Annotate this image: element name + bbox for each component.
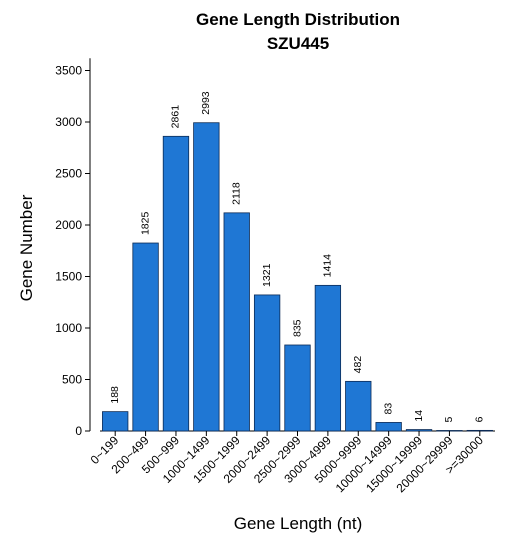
y-tick-label: 3500 <box>55 64 82 78</box>
bar <box>284 344 311 432</box>
y-tick-label: 3000 <box>55 115 82 129</box>
data-label: 482 <box>352 356 364 374</box>
data-label: 2861 <box>170 105 182 129</box>
data-label: 5 <box>443 416 455 422</box>
data-label: 1825 <box>139 212 151 236</box>
y-tick-label: 2000 <box>55 218 82 232</box>
data-label: 2993 <box>200 91 212 115</box>
bar <box>253 294 281 432</box>
y-tick-label: 1500 <box>55 270 82 284</box>
bar <box>466 429 493 432</box>
data-label: 2118 <box>231 182 243 205</box>
data-label: 6 <box>474 416 486 422</box>
data-label: 1321 <box>261 263 273 287</box>
chart-subtitle: SZU445 <box>267 34 329 53</box>
bar <box>375 422 402 432</box>
bar <box>436 430 463 432</box>
y-tick-label: 500 <box>62 373 82 387</box>
bar <box>132 242 159 432</box>
data-label: 188 <box>109 386 121 404</box>
plot-area: 05001000150020002500300035001880~1991825… <box>55 58 495 495</box>
bar <box>345 380 372 432</box>
y-tick-label: 1000 <box>55 321 82 335</box>
bar <box>162 135 190 432</box>
data-label: 83 <box>382 403 394 415</box>
y-tick-label: 0 <box>75 424 82 438</box>
y-axis-label: Gene Number <box>17 194 36 301</box>
chart-title: Gene Length Distribution <box>196 10 400 29</box>
bar <box>405 429 433 432</box>
data-label: 14 <box>413 410 425 422</box>
bar <box>314 284 342 432</box>
bar <box>193 122 220 432</box>
y-tick-label: 2500 <box>55 167 82 181</box>
bar <box>223 212 250 432</box>
data-label: 835 <box>291 319 303 337</box>
x-axis-label: Gene Length (nt) <box>234 514 363 533</box>
bar <box>102 411 129 432</box>
data-label: 1414 <box>322 254 334 278</box>
